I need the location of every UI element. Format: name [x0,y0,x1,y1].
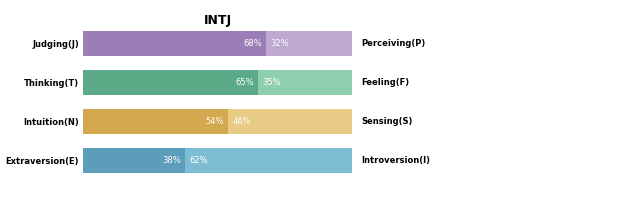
Text: 32%: 32% [270,39,289,48]
Text: 65%: 65% [236,78,254,87]
Bar [228,109,352,134]
Text: Introversion(I): Introversion(I) [362,156,431,165]
Text: 46%: 46% [232,117,251,126]
Bar [186,148,352,173]
Text: Perceiving(P): Perceiving(P) [362,39,426,48]
Bar [258,70,352,95]
Text: Sensing(S): Sensing(S) [362,117,413,126]
Text: 35%: 35% [262,78,280,87]
Text: 62%: 62% [189,156,208,165]
Text: INTJ: INTJ [204,14,232,27]
Text: 54%: 54% [206,117,225,126]
Bar [83,70,258,95]
Bar [83,31,266,56]
Text: 38%: 38% [163,156,181,165]
Text: 68%: 68% [243,39,262,48]
Bar [266,31,352,56]
Bar [83,148,186,173]
Text: Feeling(F): Feeling(F) [362,78,410,87]
Bar [83,109,228,134]
